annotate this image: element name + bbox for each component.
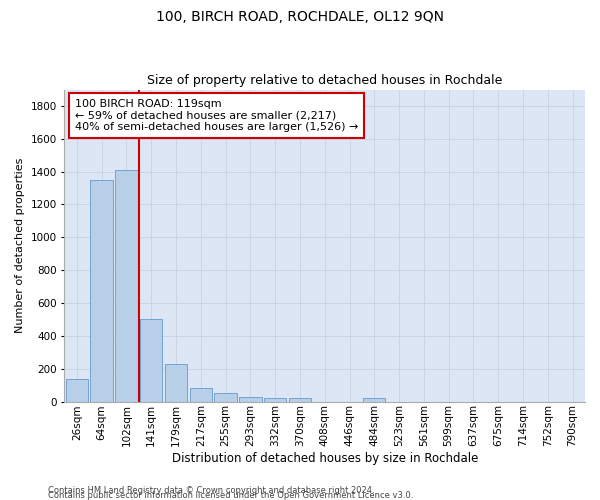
Bar <box>264 398 286 402</box>
X-axis label: Distribution of detached houses by size in Rochdale: Distribution of detached houses by size … <box>172 452 478 465</box>
Text: Contains HM Land Registry data © Crown copyright and database right 2024.: Contains HM Land Registry data © Crown c… <box>48 486 374 495</box>
Text: Contains public sector information licensed under the Open Government Licence v3: Contains public sector information licen… <box>48 491 413 500</box>
Bar <box>140 320 163 402</box>
Bar <box>363 398 385 402</box>
Bar <box>289 398 311 402</box>
Bar <box>214 392 237 402</box>
Y-axis label: Number of detached properties: Number of detached properties <box>15 158 25 333</box>
Bar <box>190 388 212 402</box>
Text: 100, BIRCH ROAD, ROCHDALE, OL12 9QN: 100, BIRCH ROAD, ROCHDALE, OL12 9QN <box>156 10 444 24</box>
Bar <box>65 378 88 402</box>
Bar <box>165 364 187 402</box>
Title: Size of property relative to detached houses in Rochdale: Size of property relative to detached ho… <box>147 74 502 87</box>
Text: 100 BIRCH ROAD: 119sqm
← 59% of detached houses are smaller (2,217)
40% of semi-: 100 BIRCH ROAD: 119sqm ← 59% of detached… <box>75 99 358 132</box>
Bar <box>115 170 137 402</box>
Bar <box>239 396 262 402</box>
Bar <box>91 180 113 402</box>
